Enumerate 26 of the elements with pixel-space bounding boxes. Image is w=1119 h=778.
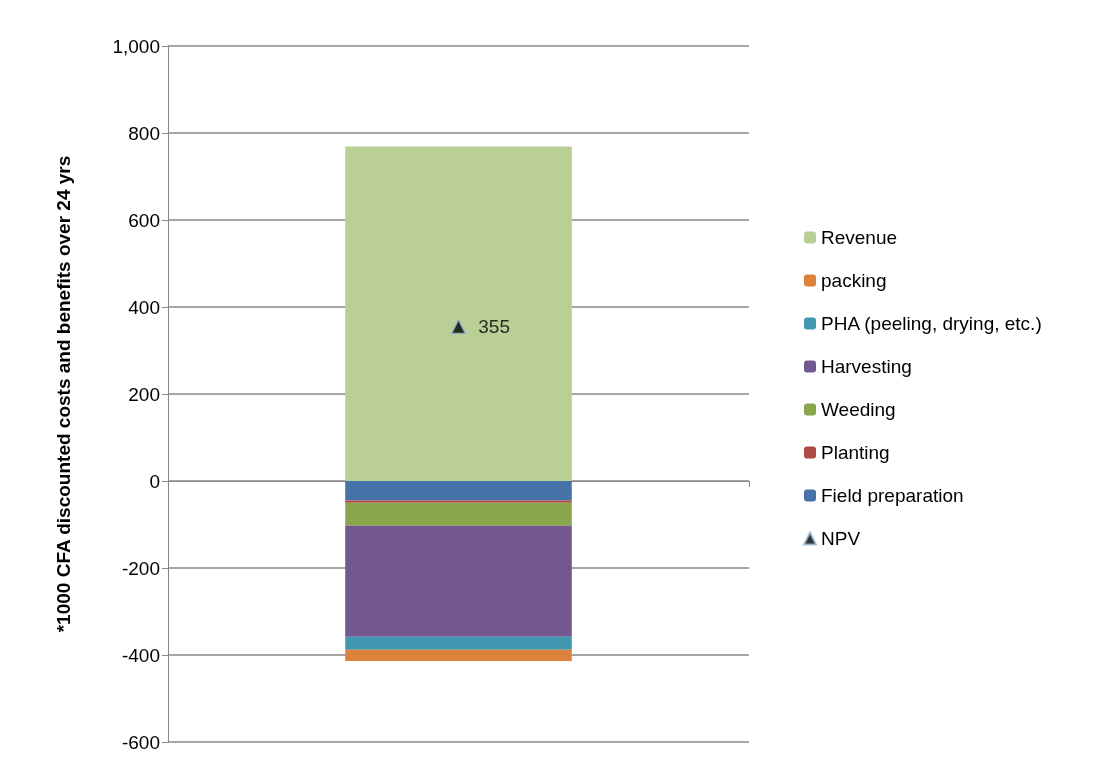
- bar: [345, 146, 572, 481]
- legend-label: Harvesting: [821, 356, 912, 377]
- legend-label: packing: [821, 270, 887, 291]
- y-tick-label: -400: [121, 644, 160, 666]
- y-tick-label: -200: [121, 557, 160, 579]
- bar: [345, 481, 572, 501]
- bar: [345, 649, 572, 662]
- legend-label: NPV: [821, 528, 861, 549]
- y-tick-label: 600: [128, 209, 160, 231]
- legend-label: Planting: [821, 442, 890, 463]
- bar: [345, 500, 572, 503]
- bar: [345, 525, 572, 637]
- y-tick-label: 1,000: [112, 35, 160, 57]
- y-tick-label: 0: [149, 470, 160, 492]
- legend-label: Field preparation: [821, 485, 964, 506]
- y-tick-label: 400: [128, 296, 160, 318]
- legend-label: PHA (peeling, drying, etc.): [821, 313, 1042, 334]
- bar: [345, 636, 572, 650]
- y-tick-label: -600: [121, 731, 160, 753]
- y-tick-label: 800: [128, 122, 160, 144]
- y-tick-label: 200: [128, 383, 160, 405]
- legend-label: Weeding: [821, 399, 896, 420]
- bar: [345, 502, 572, 526]
- y-axis-title: *1000 CFA discounted costs and benefits over 24 yrs: [53, 155, 74, 633]
- data-label: 355: [478, 316, 510, 338]
- legend-label: Revenue: [821, 227, 898, 248]
